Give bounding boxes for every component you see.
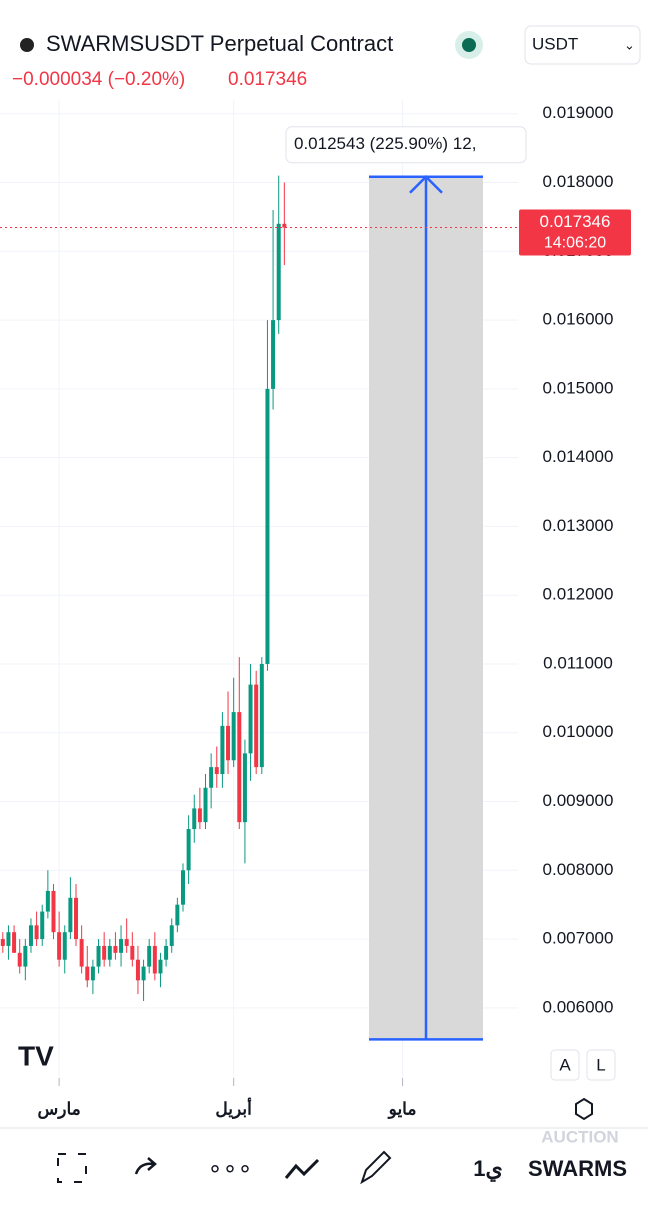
candle-body <box>259 663 264 768</box>
candle-body <box>0 939 5 946</box>
candle-body <box>180 870 185 905</box>
candle-body <box>175 904 180 926</box>
last-time-label: 14:06:20 <box>544 235 606 252</box>
y-tick-label: 0.008000 <box>543 860 614 879</box>
candle-body <box>220 725 225 775</box>
candle-body <box>12 932 17 953</box>
indicators-icon[interactable] <box>284 1158 320 1179</box>
y-tick-label: 0.014000 <box>543 447 614 466</box>
measure-label-box <box>285 126 527 164</box>
log-scale-label[interactable]: L <box>596 1055 605 1074</box>
x-tick-label: أبريل <box>215 1096 252 1119</box>
fullscreen-icon[interactable] <box>57 1153 87 1183</box>
candle-body <box>237 712 242 823</box>
candle-body <box>51 890 56 933</box>
symbol-icon <box>20 38 34 52</box>
more-icon[interactable]: ∘∘∘ <box>207 1155 252 1182</box>
measure-arrowhead <box>409 174 443 194</box>
candle-body <box>79 939 84 967</box>
y-tick-label: 0.009000 <box>543 791 614 810</box>
candle-body <box>186 829 191 871</box>
candle-body <box>265 388 270 664</box>
y-tick-label: 0.019000 <box>543 103 614 122</box>
candle-body <box>214 767 219 775</box>
candle-body <box>40 911 45 940</box>
candle-body <box>169 925 174 946</box>
interval-button[interactable]: 1ي <box>473 1156 502 1182</box>
currency-label[interactable]: USDT <box>532 34 578 53</box>
y-tick-label: 0.016000 <box>543 310 614 329</box>
log-scale-button[interactable] <box>586 1049 616 1081</box>
candle-body <box>254 684 259 768</box>
candle-body <box>158 959 163 974</box>
y-tick-label: 0.018000 <box>543 172 614 191</box>
candle-body <box>209 767 214 788</box>
candle-body <box>17 952 22 967</box>
candle-body <box>28 925 33 946</box>
candle-body <box>197 808 202 823</box>
draw-icon[interactable] <box>360 1150 392 1185</box>
candle-body <box>45 890 50 912</box>
settings-icon[interactable] <box>575 1097 593 1121</box>
y-tick-label: 0.015000 <box>543 378 614 397</box>
candle-body <box>68 897 73 933</box>
candle-body <box>271 320 276 389</box>
symbol-title: SWARMSUSDT Perpetual Contract <box>46 31 393 56</box>
candle-body <box>85 966 90 981</box>
y-tick-label: 0.011000 <box>543 653 613 672</box>
y-tick-label: 0.006000 <box>543 997 614 1016</box>
candle-body <box>102 945 107 960</box>
auction-tag: AUCTION <box>541 1127 618 1146</box>
candle-body <box>226 725 231 761</box>
candle-body <box>62 932 67 960</box>
candle-body <box>282 223 287 228</box>
x-tick-label: مارس <box>37 1099 80 1119</box>
candle-body <box>96 945 101 967</box>
redo-icon[interactable] <box>134 1157 157 1175</box>
candle-body <box>135 959 140 981</box>
measure-label: 0.012543 (225.90%) 12, <box>294 134 476 153</box>
candle-body <box>248 684 253 754</box>
status-dot <box>462 38 476 52</box>
candle-body <box>23 945 28 967</box>
candle-body <box>203 787 208 823</box>
candle-body <box>57 932 62 960</box>
last-price-box <box>519 209 631 256</box>
y-tick-label: 0.012000 <box>543 585 614 604</box>
price-change: −0.000034 (−0.20%) <box>12 69 185 90</box>
candle-body <box>147 945 152 967</box>
header-price: 0.017346 <box>228 69 307 90</box>
candle-body <box>152 945 157 974</box>
candle-body <box>276 223 281 321</box>
candle-body <box>34 925 39 940</box>
candle-body <box>6 932 11 946</box>
candle-body <box>141 966 146 981</box>
auto-scale-button[interactable] <box>550 1049 580 1081</box>
auto-scale-label[interactable]: A <box>559 1055 571 1074</box>
candle-body <box>107 945 112 960</box>
candle-body <box>90 966 95 981</box>
candle-body <box>74 897 79 940</box>
y-tick-label: 0.013000 <box>543 516 614 535</box>
candle-body <box>164 945 169 960</box>
currency-select[interactable] <box>524 25 641 65</box>
y-tick-label: 0.007000 <box>543 929 614 948</box>
candle-body <box>130 945 135 960</box>
logo: TV <box>18 1040 54 1071</box>
candle-body <box>113 945 118 953</box>
candle-body <box>192 808 197 830</box>
candle-body <box>231 712 236 761</box>
candle-body <box>119 939 124 953</box>
last-price-label: 0.017346 <box>540 212 611 231</box>
plot: 0.006000 0.007000 0.008000 0.009000 0.010000… <box>0 100 631 1119</box>
x-tick-label: مايو <box>387 1099 417 1119</box>
dropdown-caret[interactable]: ⌄ <box>624 37 635 52</box>
candle-body <box>242 753 247 823</box>
candle-body <box>124 939 129 946</box>
y-tick-label: 0.010000 <box>543 722 614 741</box>
symbol-button[interactable]: SWARMS <box>528 1156 627 1181</box>
